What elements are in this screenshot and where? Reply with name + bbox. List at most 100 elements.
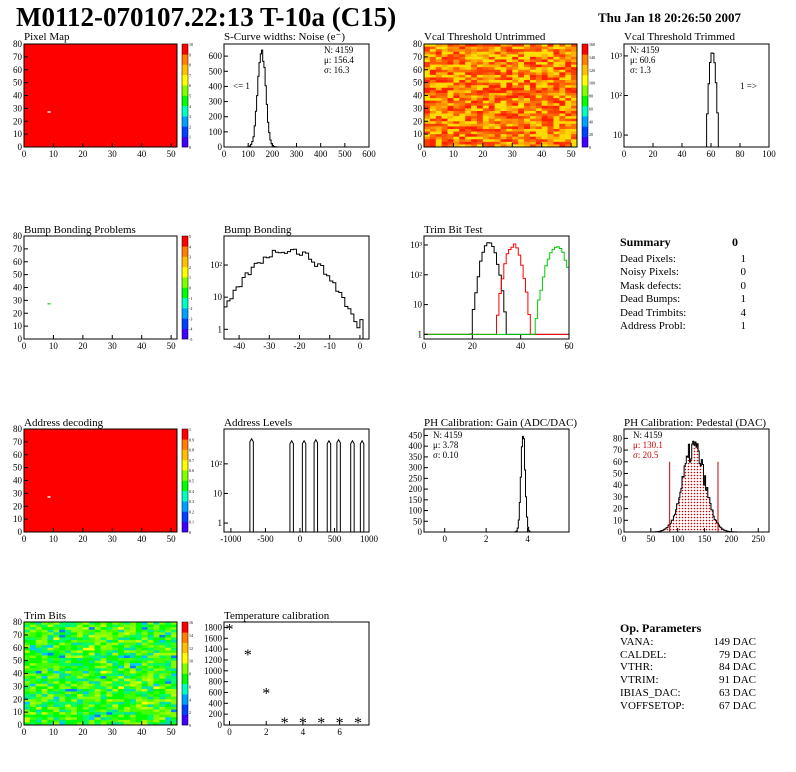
heatmap-cell xyxy=(135,640,142,643)
heatmap-cell xyxy=(518,144,525,148)
heatmap-cell xyxy=(429,80,437,83)
heatmap-cell xyxy=(506,95,513,99)
heatmap-cell xyxy=(141,714,148,718)
heatmap-cell xyxy=(547,82,554,86)
heatmap-cell xyxy=(441,69,448,73)
heatmap-cell xyxy=(471,144,478,148)
x-tick-label: 0 xyxy=(22,727,27,737)
color-scale-segment xyxy=(182,511,188,517)
heatmap-cell xyxy=(565,103,572,107)
heatmap-cell xyxy=(453,128,460,132)
heatmap-cell xyxy=(171,676,178,679)
summary-total: 0 xyxy=(732,235,738,249)
heatmap-background xyxy=(24,429,177,532)
color-scale-segment xyxy=(182,44,188,50)
heatmap-cell xyxy=(512,98,519,101)
heatmap-cell xyxy=(76,624,84,628)
vcal-trimmed-mean: μ: 60.6 xyxy=(630,55,656,65)
heatmap-cell xyxy=(47,622,54,625)
heatmap-cell xyxy=(147,676,154,679)
heatmap-cell xyxy=(547,77,554,81)
heatmap-cell xyxy=(112,665,119,669)
ph-gain-chart: N: 4159 μ: 3.78 σ: 0.10 0 2 40501001502002… xyxy=(409,428,570,544)
heatmap-cell xyxy=(559,136,566,140)
heatmap-cell xyxy=(141,681,148,685)
heatmap-cell xyxy=(429,51,437,55)
heatmap-cell xyxy=(41,712,48,715)
heatmap-cell xyxy=(94,688,101,692)
heatmap-cell xyxy=(47,647,54,651)
heatmap-cell xyxy=(441,113,448,117)
heatmap-cell xyxy=(124,719,131,723)
heatmap-cell xyxy=(47,629,54,633)
heatmap-cell xyxy=(494,126,501,130)
heatmap-cell xyxy=(53,673,60,677)
heatmap-cell xyxy=(441,77,448,81)
heatmap-cell xyxy=(500,85,507,89)
heatmap-cell xyxy=(453,100,460,104)
heatmap-cell xyxy=(71,683,78,687)
heatmap-cell xyxy=(106,634,113,638)
heatmap-cell xyxy=(65,683,72,687)
y-tick-label: 50 xyxy=(413,78,423,88)
heatmap-cell xyxy=(565,126,572,130)
heatmap-cell xyxy=(118,673,125,677)
heatmap-cell xyxy=(447,56,454,60)
heatmap-cell xyxy=(118,650,125,654)
heatmap-cell xyxy=(24,719,31,723)
heatmap-cell xyxy=(553,113,560,117)
heatmap-cell xyxy=(547,80,554,83)
heatmap-cell xyxy=(141,624,148,628)
heatmap-cell xyxy=(53,706,60,710)
heatmap-cell xyxy=(559,116,566,119)
heatmap-cell xyxy=(59,652,66,656)
temperature-title: Temperature calibration xyxy=(224,610,330,622)
heatmap-cell xyxy=(424,123,431,127)
heatmap-cell xyxy=(124,699,131,703)
heatmap-cell xyxy=(112,670,119,674)
heatmap-cell xyxy=(171,714,178,718)
heatmap-cell xyxy=(429,100,437,104)
heatmap-cell xyxy=(29,681,37,685)
heatmap-cell xyxy=(88,688,95,692)
heatmap-cell xyxy=(429,77,437,81)
heatmap-cell xyxy=(94,670,101,674)
heatmap-cell xyxy=(565,85,572,89)
heatmap-cell xyxy=(106,645,113,649)
x-tick-label: 50 xyxy=(646,534,656,544)
heatmap-cell xyxy=(147,668,154,672)
heatmap-cell xyxy=(524,134,531,137)
heatmap-cell xyxy=(506,80,513,83)
heatmap-cell xyxy=(424,62,431,65)
dead-pixel xyxy=(47,496,51,498)
heatmap-cell xyxy=(88,668,95,672)
heatmap-cell xyxy=(129,681,137,685)
heatmap-cell xyxy=(459,110,466,114)
heatmap-cell xyxy=(571,87,578,91)
heatmap-cell xyxy=(165,647,172,651)
x-tick-label: 200 xyxy=(725,534,739,544)
x-tick-label: 0 xyxy=(358,341,363,351)
heatmap-cell xyxy=(135,658,142,661)
vcal-untrimmed-title: Vcal Threshold Untrimmed xyxy=(424,31,546,43)
heatmap-cell xyxy=(24,714,31,718)
heatmap-cell xyxy=(82,688,90,692)
heatmap-cell xyxy=(482,121,490,125)
heatmap-cell xyxy=(465,105,472,109)
heatmap-cell xyxy=(94,655,101,659)
heatmap-cell xyxy=(29,691,37,695)
heatmap-cell xyxy=(488,103,495,107)
y-tick-label: 1800 xyxy=(204,622,223,632)
heatmap-cell xyxy=(512,87,519,91)
heatmap-cell xyxy=(529,64,537,68)
heatmap-cell xyxy=(94,622,101,625)
heatmap-cell xyxy=(24,655,31,659)
color-scale-frame xyxy=(581,43,589,148)
heatmap-cell xyxy=(153,627,160,631)
heatmap-cell xyxy=(159,681,166,685)
heatmap-cell xyxy=(124,629,131,633)
heatmap-cell xyxy=(124,696,131,700)
heatmap-cell xyxy=(535,69,542,73)
heatmap-cell xyxy=(571,46,578,50)
heatmap-cell xyxy=(565,54,572,58)
